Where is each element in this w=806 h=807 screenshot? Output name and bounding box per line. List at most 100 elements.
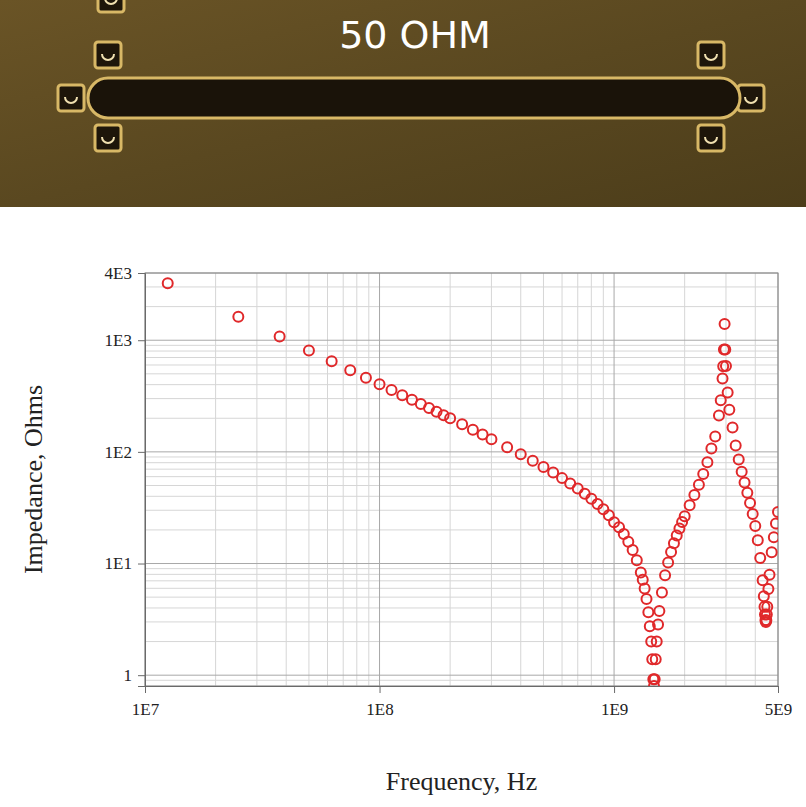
minor-grid-line	[145, 462, 778, 463]
pad	[58, 85, 84, 111]
minor-grid-line	[145, 384, 778, 385]
x-axis-title: Frequency, Hz	[386, 767, 537, 796]
data-point	[731, 441, 741, 451]
pad	[698, 42, 724, 68]
data-point	[304, 345, 314, 355]
tick-label: 1E8	[366, 700, 393, 719]
minor-grid-line	[145, 345, 778, 346]
minor-grid-line	[145, 496, 778, 497]
data-point	[502, 442, 512, 452]
data-point	[742, 488, 752, 498]
data-point	[457, 419, 467, 429]
data-point	[720, 319, 730, 329]
minor-grid-line	[145, 680, 778, 681]
minor-grid-line	[145, 621, 778, 622]
trace	[88, 78, 740, 118]
data-point	[737, 467, 747, 477]
plot-frame	[145, 273, 778, 686]
data-point	[375, 379, 385, 389]
minor-grid-line	[491, 273, 492, 686]
y-axis: 4E31E31E21E11	[105, 264, 146, 687]
data-point	[724, 405, 734, 415]
data-point	[642, 594, 652, 604]
pad-via	[102, 137, 114, 143]
minor-grid-line	[591, 273, 592, 686]
data-point	[163, 278, 173, 288]
data-point	[327, 356, 337, 366]
data-point	[745, 498, 755, 508]
data-point	[702, 457, 712, 467]
tick: 5E9	[765, 686, 792, 719]
minor-grid-line	[145, 597, 778, 598]
minor-grid-line	[725, 273, 726, 686]
data-point	[748, 509, 758, 519]
pad	[95, 42, 121, 68]
minor-grid-line	[256, 273, 257, 686]
tick-mark	[138, 340, 145, 341]
minor-grid-line	[145, 364, 778, 365]
minor-grid-line	[145, 286, 778, 287]
minor-grid-line	[145, 373, 778, 374]
minor-grid-line	[577, 273, 578, 686]
data-point	[769, 532, 778, 542]
minor-grid-line	[215, 273, 216, 686]
tick: 1E3	[105, 331, 145, 350]
tick: 1E9	[601, 686, 628, 719]
minor-grid-line	[145, 357, 778, 358]
data-point	[640, 584, 650, 594]
data-point	[773, 507, 778, 517]
pad-body	[95, 125, 121, 151]
data-point	[685, 500, 695, 510]
pad-body	[95, 42, 121, 68]
pad-body	[738, 85, 764, 111]
data-point	[657, 587, 667, 597]
data-point	[728, 423, 738, 433]
pad	[698, 125, 724, 151]
data-point	[538, 462, 548, 472]
data-point	[694, 480, 704, 490]
data-point	[651, 654, 661, 664]
pad-body	[58, 85, 84, 111]
minor-grid-line	[145, 476, 778, 477]
minor-grid-line	[145, 588, 778, 589]
minor-grid-line	[543, 273, 544, 686]
pad-via	[105, 0, 117, 4]
data-point	[598, 504, 608, 514]
minor-grid-line	[145, 485, 778, 486]
pad	[95, 125, 121, 151]
minor-grid-line	[356, 273, 357, 686]
grid-line	[145, 451, 778, 452]
data-point	[650, 674, 660, 684]
data-point	[721, 361, 731, 371]
minor-grid-line	[145, 398, 778, 399]
data-point	[233, 312, 243, 322]
data-point	[767, 547, 777, 557]
data-point	[723, 388, 733, 398]
grid	[145, 273, 778, 686]
page: 50 OHM1E71E81E95E94E31E31E21E11Frequency…	[0, 0, 806, 807]
data-point	[762, 602, 772, 612]
tick: 1E7	[132, 686, 160, 719]
grid-line	[145, 340, 778, 341]
grid-line	[379, 273, 380, 686]
data-point	[573, 484, 583, 494]
data-point	[516, 449, 526, 459]
minor-grid-line	[684, 273, 685, 686]
data-point	[718, 374, 728, 384]
tick: 1E2	[105, 443, 145, 462]
minor-grid-line	[145, 641, 778, 642]
tick-mark	[138, 452, 145, 453]
tick: 1E1	[105, 554, 145, 573]
data-point	[468, 425, 478, 435]
data-point	[643, 607, 653, 617]
data-point	[628, 545, 638, 555]
data-point	[753, 535, 763, 545]
minor-grid-line	[368, 273, 369, 686]
data-point	[632, 555, 642, 565]
pad-via	[705, 54, 717, 60]
board-label: 50 OHM	[339, 13, 491, 57]
tick-mark	[380, 686, 381, 693]
data-point	[720, 345, 730, 355]
data-point	[710, 432, 720, 442]
data-point	[397, 390, 407, 400]
